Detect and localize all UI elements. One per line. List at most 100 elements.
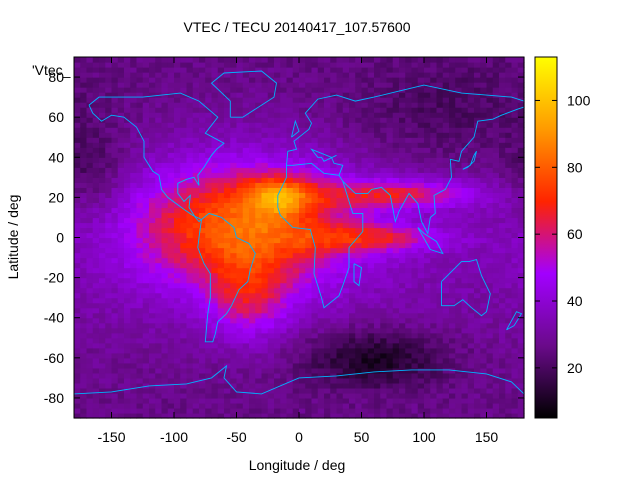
heatmap-cell [155,197,163,203]
heatmap-cell [99,127,106,133]
heatmap-cell [286,362,294,369]
heatmap-cell [442,392,450,399]
heatmap-cell [499,317,506,324]
heatmap-cell [436,307,444,314]
heatmap-cell [230,107,238,113]
heatmap-cell [405,82,413,88]
heatmap-cell [261,172,269,178]
heatmap-cell [455,132,463,138]
heatmap-cell [386,127,394,133]
heatmap-cell [205,327,213,334]
heatmap-cell [499,107,506,113]
heatmap-cell [242,302,250,309]
heatmap-cell [486,257,494,264]
heatmap-cell [286,247,294,254]
heatmap-cell [355,147,363,153]
heatmap-cell [274,217,281,224]
heatmap-cell [417,252,425,259]
heatmap-cell [380,77,388,83]
heatmap-cell [192,362,200,369]
heatmap-cell [249,322,256,329]
heatmap-cell [186,112,194,118]
heatmap-cell [492,232,500,239]
heatmap-cell [342,142,350,148]
heatmap-cell [192,132,200,138]
heatmap-cell [92,362,100,369]
heatmap-cell [142,377,150,384]
heatmap-cell [411,117,419,123]
heatmap-cell [99,72,106,78]
heatmap-cell [192,337,200,344]
heatmap-cell [92,192,100,198]
heatmap-cell [480,102,488,108]
heatmap-cell [280,282,288,289]
heatmap-cell [292,87,300,93]
heatmap-cell [374,232,381,239]
heatmap-cell [399,197,406,203]
heatmap-cell [255,202,263,209]
heatmap-cell [199,102,206,108]
heatmap-cell [299,257,306,264]
heatmap-cell [392,57,400,63]
heatmap-cell [130,412,138,419]
heatmap-cell [436,252,444,259]
heatmap-cell [242,122,250,128]
heatmap-cell [161,272,169,279]
heatmap-cell [130,187,138,193]
heatmap-cell [255,277,263,284]
heatmap-cell [242,62,250,68]
heatmap-cell [336,267,344,274]
heatmap-cell [236,77,244,83]
heatmap-cell [267,382,275,389]
heatmap-cell [430,387,438,394]
heatmap-cell [261,262,269,269]
heatmap-cell [117,302,125,309]
heatmap-cell [142,352,150,359]
heatmap-cell [92,232,100,239]
heatmap-cell [492,402,500,409]
heatmap-cell [155,402,163,409]
heatmap-cell [461,282,469,289]
heatmap-cell [342,302,350,309]
heatmap-cell [286,237,294,244]
heatmap-cell [130,127,138,133]
heatmap-cell [99,347,106,354]
heatmap-cell [399,322,406,329]
heatmap-cell [111,57,119,63]
heatmap-cell [474,407,481,414]
heatmap-cell [424,92,431,98]
heatmap-cell [261,297,269,304]
heatmap-cell [386,252,394,259]
heatmap-cell [405,392,413,399]
heatmap-cell [436,97,444,103]
heatmap-cell [86,332,94,339]
heatmap-cell [461,357,469,364]
heatmap-cell [386,87,394,93]
heatmap-cell [130,247,138,254]
heatmap-cell [149,307,156,314]
heatmap-cell [111,282,119,289]
heatmap-cell [130,377,138,384]
heatmap-cell [474,112,481,118]
heatmap-cell [261,152,269,158]
heatmap-cell [492,237,500,244]
heatmap-cell [99,92,106,98]
heatmap-cell [467,122,475,128]
heatmap-cell [442,82,450,88]
heatmap-cell [199,142,206,148]
heatmap-cell [405,62,413,68]
heatmap-cell [155,277,163,284]
heatmap-cell [380,312,388,319]
heatmap-cell [124,207,131,214]
heatmap-cell [461,117,469,123]
heatmap-cell [336,292,344,299]
heatmap-cell [392,197,400,203]
heatmap-cell [105,272,113,279]
heatmap-cell [242,257,250,264]
heatmap-cell [374,237,381,244]
heatmap-cell [174,102,181,108]
heatmap-cell [155,127,163,133]
heatmap-cell [205,57,213,63]
heatmap-cell [499,82,506,88]
heatmap-cell [186,182,194,188]
